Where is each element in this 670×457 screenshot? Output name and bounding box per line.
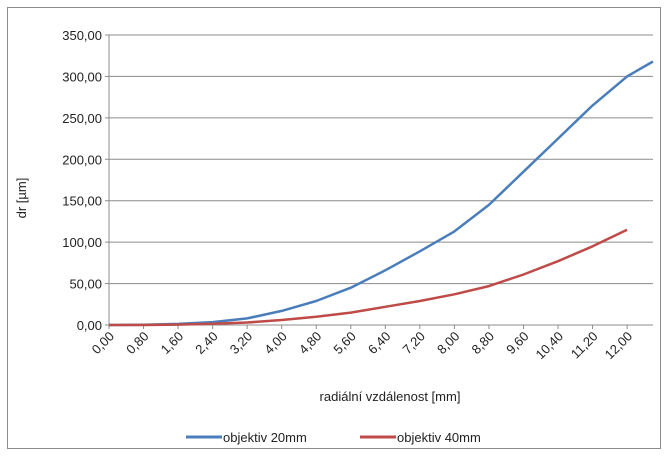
x-tick-label: 3,20 [227, 329, 256, 358]
x-axis-title: radiální vzdálenost [mm] [320, 389, 461, 404]
x-tick-label: 0,80 [123, 329, 152, 358]
y-tick-label: 250,00 [62, 111, 102, 126]
x-tick-label: 5,60 [330, 329, 359, 358]
x-tick-label: 8,00 [434, 329, 463, 358]
x-tick-label: 10,40 [533, 329, 567, 363]
y-tick-label: 200,00 [62, 152, 102, 167]
x-tick-label: 2,40 [192, 329, 221, 358]
x-tick-label: 8,80 [469, 329, 498, 358]
x-tick-label: 12,00 [602, 329, 636, 363]
x-tick-label: 6,40 [365, 329, 394, 358]
x-tick-label: 1,60 [158, 329, 187, 358]
legend-label-series-2: objektiv 40mm [397, 430, 481, 445]
y-tick-label: 50,00 [69, 277, 102, 292]
grid-lines [109, 34, 653, 285]
x-tick-label: 4,80 [296, 329, 325, 358]
chart-frame [7, 7, 661, 449]
x-tick-label: 7,20 [399, 329, 428, 358]
x-tick-label: 4,00 [261, 329, 290, 358]
x-tick-labels: 0,00 0,80 1,60 2,40 3,20 4,00 4,80 5,60 6,40 7,20… [89, 325, 636, 363]
x-tick-label: 11,20 [568, 329, 601, 362]
y-tick-label: 350,00 [62, 28, 102, 43]
x-tick-label: 9,60 [503, 329, 532, 358]
y-axis-title: dr [µm] [14, 178, 29, 219]
y-tick-label: 0,00 [77, 318, 102, 333]
y-tick-labels: 0,00 50,00 100,00 150,00 200,00 250,00 300,00 3… [62, 28, 109, 333]
axes [108, 35, 653, 326]
series-line-2 [109, 228, 628, 327]
y-tick-label: 100,00 [62, 235, 102, 250]
series-lines [108, 60, 654, 327]
series-line-1 [108, 60, 654, 327]
y-tick-label: 300,00 [62, 69, 102, 84]
legend-label-series-1: objektiv 20mm [223, 430, 307, 445]
y-tick-label: 150,00 [62, 194, 102, 209]
legend: objektiv 20mm objektiv 40mm [186, 430, 481, 445]
